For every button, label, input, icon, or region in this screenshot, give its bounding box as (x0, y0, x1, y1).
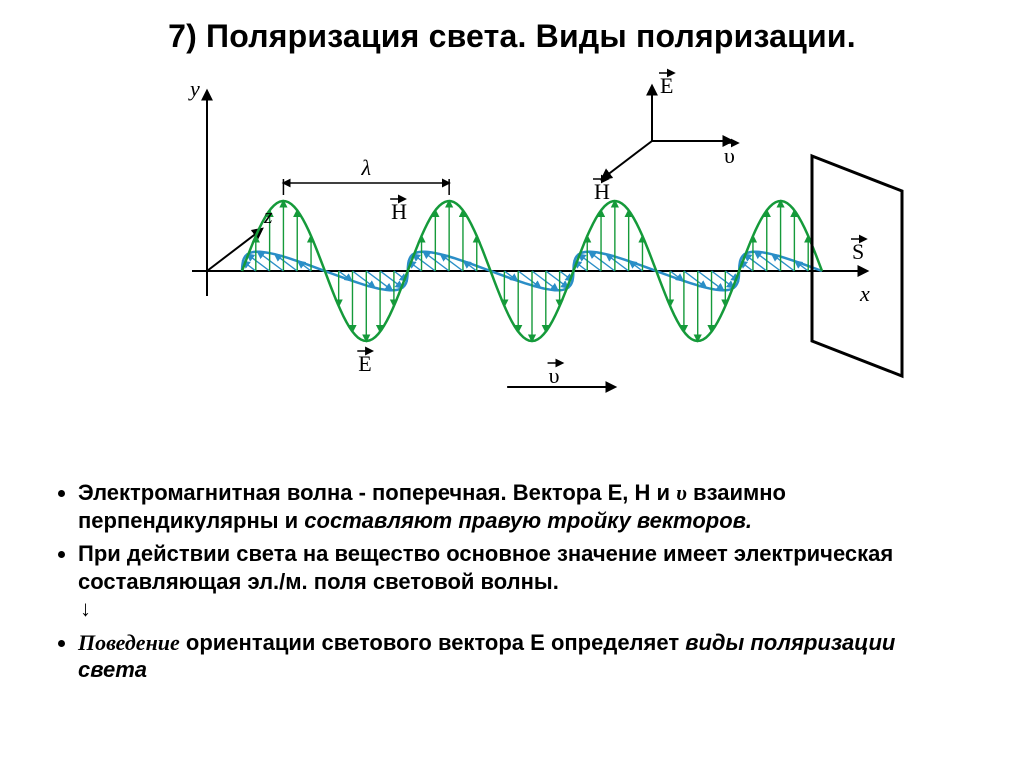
b1-e: Е (608, 480, 623, 505)
svg-text:υ: υ (724, 143, 735, 168)
svg-text:z: z (263, 203, 273, 228)
b2-down-icon: ↓ (80, 595, 964, 623)
bullet-3: Поведение ориентации светового вектора Е… (78, 629, 964, 684)
b1-m2: и (650, 480, 676, 505)
em-wave-svg: λ E Hυ y z x E Hυ S (112, 61, 912, 461)
b3-e: Е (530, 630, 545, 655)
b1-ital: составляют правую тройку векторов. (304, 508, 752, 533)
bullet-list: Электромагнитная волна - поперечная. Век… (78, 479, 964, 684)
slide-root: 7) Поляризация света. Виды поляризации. … (0, 0, 1024, 767)
svg-text:H: H (391, 199, 407, 224)
svg-text:x: x (859, 281, 870, 306)
b3-pre: Поведение (78, 630, 180, 655)
svg-text:E: E (660, 73, 673, 98)
b2-text: При действии света на вещество основное … (78, 541, 893, 594)
bullet-2: При действии света на вещество основное … (78, 540, 964, 623)
slide-title: 7) Поляризация света. Виды поляризации. (50, 18, 974, 55)
em-wave-diagram: λ E Hυ y z x E Hυ S (50, 61, 974, 461)
b3-post: определяет (545, 630, 685, 655)
b1-ups: υ (676, 480, 687, 505)
b1-h: Н (635, 480, 651, 505)
bullet-1: Электромагнитная волна - поперечная. Век… (78, 479, 964, 534)
b3-mid: ориентации светового вектора (180, 630, 530, 655)
svg-text:υ: υ (549, 363, 560, 388)
b1-m1: , (622, 480, 634, 505)
svg-text:λ: λ (361, 155, 372, 180)
b1-pre: Электромагнитная волна - поперечная. Век… (78, 480, 608, 505)
svg-text:H: H (594, 179, 610, 204)
svg-text:E: E (358, 351, 371, 376)
svg-text:y: y (188, 76, 200, 101)
svg-text:S: S (852, 239, 864, 264)
